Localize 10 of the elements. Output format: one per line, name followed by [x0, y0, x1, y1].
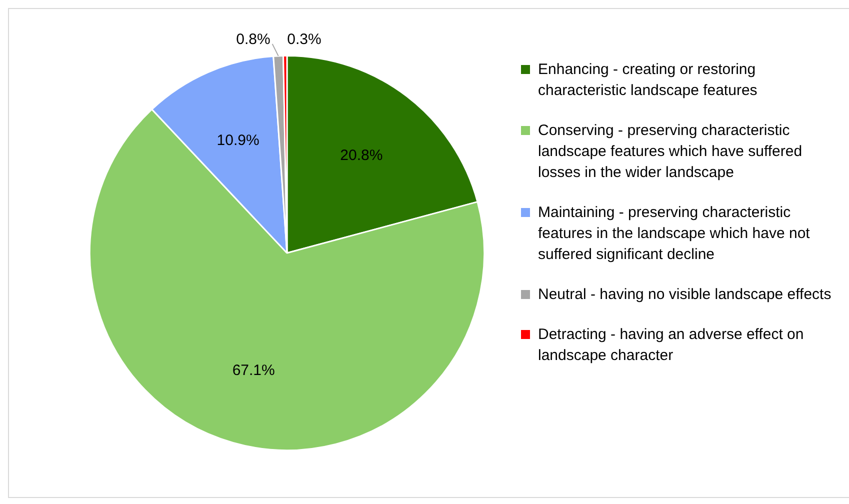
- legend-label: Conserving - preserving characteristic landscape features which have suffered losses in the wider landscape: [538, 121, 804, 183]
- legend-label: Maintaining - preserving characteristic features in the landscape which have not suffered significant decline: [538, 203, 811, 265]
- legend-label: Enhancing - creating or restoring characteristic landscape features: [538, 60, 758, 101]
- data-label: 10.9%: [216, 132, 260, 150]
- legend-label: Neutral - having no visible landscape effects: [538, 285, 832, 305]
- legend-label: Detracting - having an adverse effect on landscape character: [538, 325, 805, 366]
- data-label: 20.8%: [340, 147, 383, 164]
- data-label: 0.3%: [287, 30, 322, 48]
- data-label: 67.1%: [232, 362, 275, 379]
- data-label: 0.8%: [236, 31, 270, 48]
